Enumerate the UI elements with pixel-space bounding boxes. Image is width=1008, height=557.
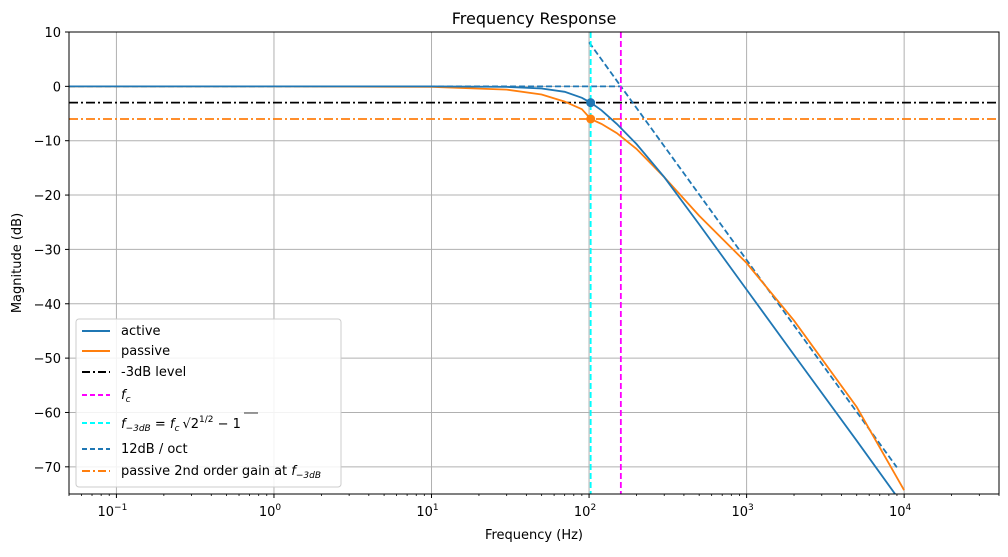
legend-fc-sub: c bbox=[126, 395, 131, 405]
x-tick-label-base: 10 bbox=[731, 505, 748, 520]
legend-f3-f: f bbox=[121, 417, 128, 432]
legend-label-minus3db: -3dB level bbox=[121, 365, 186, 380]
y-tick-label: −30 bbox=[34, 243, 61, 258]
x-tick-label: 104 bbox=[889, 503, 912, 520]
legend-box bbox=[75, 318, 342, 488]
x-tick-label: 101 bbox=[416, 503, 438, 520]
y-tick-label: 0 bbox=[53, 80, 61, 95]
legend-f3-rad-base: 2 bbox=[191, 417, 199, 432]
x-tick-label-exponent: 0 bbox=[275, 503, 281, 513]
x-axis-label: Frequency (Hz) bbox=[485, 528, 583, 543]
x-tick-label-exponent: 3 bbox=[748, 503, 754, 513]
y-tick-label: −60 bbox=[34, 406, 61, 421]
legend-f3-eq: = bbox=[151, 417, 170, 432]
y-axis-label: Magnitude (dB) bbox=[10, 213, 25, 313]
legend-f3-rad-exp: 1/2 bbox=[199, 415, 213, 425]
legend-f3-sub: −3dB bbox=[126, 424, 151, 434]
series-passive-line bbox=[69, 85, 905, 491]
legend-passive2-sub: −3dB bbox=[296, 471, 321, 481]
grid bbox=[69, 31, 999, 494]
plot-frame bbox=[68, 31, 1000, 495]
y-tick-label: −10 bbox=[34, 135, 61, 150]
legend-label-f3db: f−3dB = fc √21/2 − 1 bbox=[121, 415, 241, 434]
y-tick-label: −50 bbox=[34, 352, 61, 367]
legend-label-slope: 12dB / oct bbox=[121, 442, 188, 457]
legend: active passive -3dB level fc f−3dB = fc √… bbox=[75, 318, 342, 488]
x-tick-label-base: 10 bbox=[416, 505, 433, 520]
legend-passive2-f: f bbox=[291, 464, 298, 479]
x-tick-label-base: 10 bbox=[98, 505, 115, 520]
y-tick-label: 10 bbox=[44, 26, 61, 41]
x-tick-label-base: 10 bbox=[259, 505, 276, 520]
legend-label-passive: passive bbox=[121, 344, 170, 359]
legend-f3-radical: √ bbox=[182, 417, 191, 432]
y-tick-label: −40 bbox=[34, 298, 61, 313]
legend-f3-sub2: c bbox=[174, 424, 179, 434]
x-tick-label: 10−1 bbox=[98, 503, 128, 520]
point-marker-2 bbox=[586, 114, 596, 124]
series-active-line bbox=[69, 85, 897, 494]
x-tick-label: 103 bbox=[731, 503, 753, 520]
x-tick-label-exponent: 1 bbox=[433, 503, 439, 513]
point-marker-1 bbox=[586, 98, 596, 108]
legend-label-fc: fc bbox=[121, 388, 131, 405]
x-tick-label-exponent: 2 bbox=[590, 503, 596, 513]
legend-label-passive2: passive 2nd order gain at f−3dB bbox=[121, 464, 321, 481]
x-tick-label-exponent: −1 bbox=[114, 503, 127, 513]
data-series bbox=[69, 32, 999, 494]
chart-title: Frequency Response bbox=[452, 9, 617, 28]
legend-f3-f2: f bbox=[170, 417, 177, 432]
y-tick-label: −20 bbox=[34, 189, 61, 204]
legend-fc-f: f bbox=[121, 388, 128, 403]
x-tick-label-exponent: 4 bbox=[906, 503, 912, 513]
x-tick-label: 102 bbox=[574, 503, 596, 520]
legend-passive2-text: passive 2nd order gain at bbox=[121, 464, 291, 479]
x-tick-label: 100 bbox=[259, 503, 282, 520]
legend-f3-minus-one: − 1 bbox=[214, 417, 241, 432]
legend-label-active: active bbox=[121, 324, 161, 339]
y-tick-label: −70 bbox=[34, 461, 61, 476]
series-12db-oct-segment bbox=[588, 41, 622, 87]
x-tick-label-base: 10 bbox=[889, 505, 906, 520]
axis-ticks: 10−1 100 101 102 103 104100−10−20−30−40−50−60… bbox=[34, 26, 1000, 520]
x-tick-label-base: 10 bbox=[574, 505, 591, 520]
